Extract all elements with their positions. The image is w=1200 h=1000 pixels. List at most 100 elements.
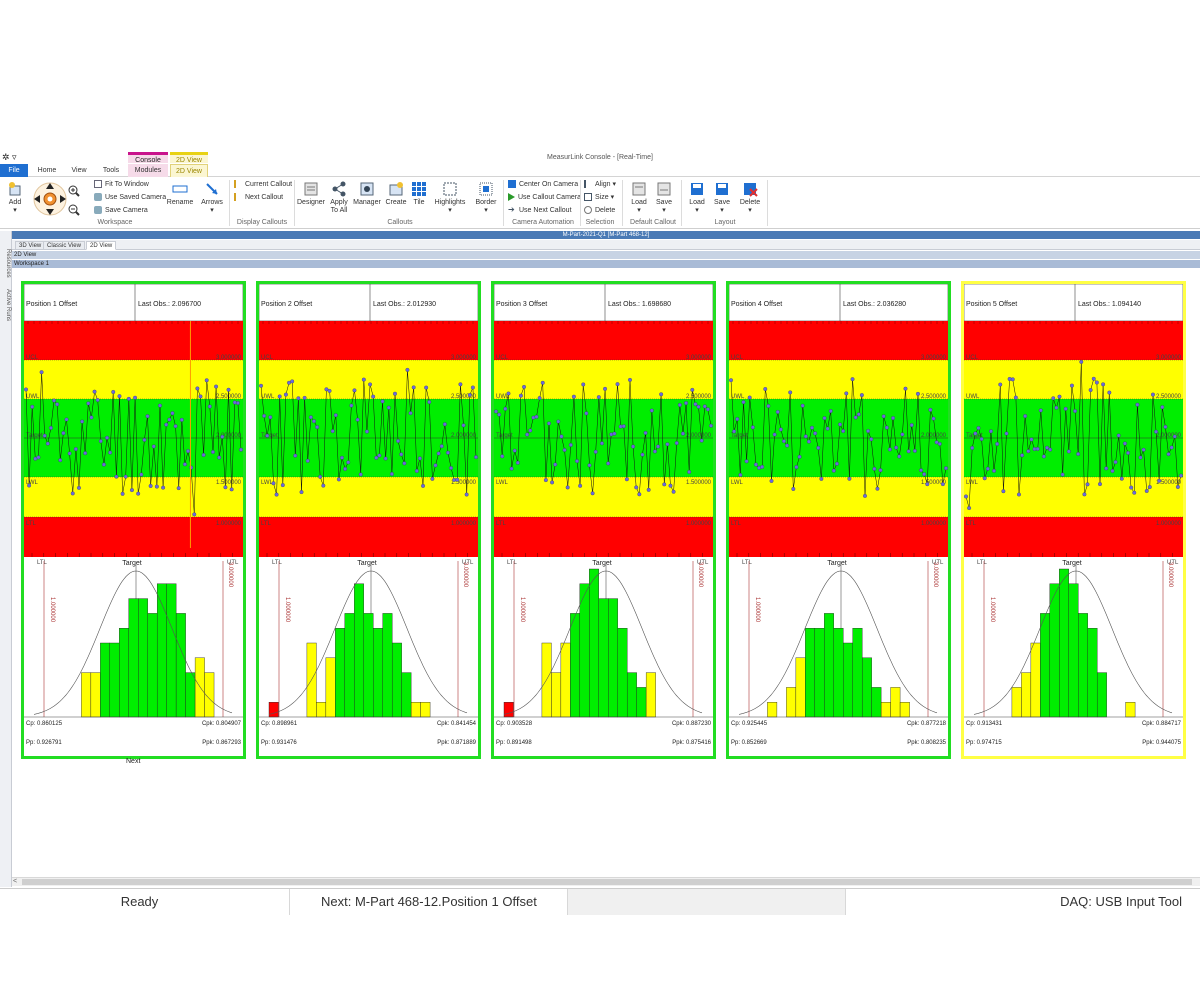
measurement-point[interactable] [364,429,369,434]
measurement-point[interactable] [709,423,713,428]
measurement-point[interactable] [114,474,119,479]
measurement-point[interactable] [136,491,141,496]
measurement-point[interactable] [1045,445,1049,450]
measurement-point[interactable] [1110,469,1115,473]
measurement-point[interactable] [1154,429,1159,434]
measurement-point[interactable] [863,493,867,498]
measurement-point[interactable] [42,433,47,438]
measurement-point[interactable] [593,449,598,454]
measurement-point[interactable] [189,465,194,470]
measurement-point[interactable] [1147,485,1152,489]
measurement-point[interactable] [195,386,200,391]
navigation-pad-icon[interactable] [32,181,68,217]
measurement-point[interactable] [283,392,288,397]
measurement-point[interactable] [988,429,993,434]
measurement-point[interactable] [912,448,917,453]
measurement-point[interactable] [361,377,366,382]
measurement-point[interactable] [1126,450,1130,455]
measurement-point[interactable] [305,458,310,463]
measurement-point[interactable] [919,468,924,473]
callout-panel-position-3[interactable]: Position 3 Offset Last Obs.: 1.698680 UCL U… [491,281,716,759]
measurement-point[interactable] [565,485,570,490]
measurement-point[interactable] [553,462,558,467]
measurement-point[interactable] [1063,406,1068,411]
measurement-point[interactable] [934,440,939,445]
measurement-point[interactable] [73,447,78,452]
measurement-point[interactable] [1169,445,1174,450]
measurement-point[interactable] [803,434,808,439]
measurement-point[interactable] [906,449,911,454]
measurement-point[interactable] [584,411,589,416]
measurement-point[interactable] [393,391,397,396]
measurement-point[interactable] [788,390,793,395]
measurement-point[interactable] [562,448,567,452]
measurement-point[interactable] [1144,489,1149,493]
measurement-point[interactable] [515,460,520,465]
measurement-point[interactable] [52,398,56,403]
measurement-point[interactable] [1157,478,1162,483]
measurement-point[interactable] [27,483,32,488]
measurement-point[interactable] [430,476,435,481]
measurement-point[interactable] [903,386,908,391]
measurement-point[interactable] [198,394,203,399]
measurement-point[interactable] [587,463,592,468]
measurement-point[interactable] [217,455,222,460]
measurement-point[interactable] [1069,383,1074,388]
measurement-point[interactable] [637,492,642,497]
measurement-point[interactable] [512,448,517,453]
measurement-point[interactable] [239,447,243,452]
measurement-point[interactable] [70,491,75,496]
measurement-point[interactable] [976,426,981,431]
measurement-point[interactable] [259,383,263,388]
designer-button[interactable]: Designer [297,181,325,207]
measurement-point[interactable] [1135,402,1140,407]
measurement-point[interactable] [92,389,97,394]
measurement-point[interactable] [702,404,707,409]
measurement-point[interactable] [108,450,113,455]
measurement-point[interactable] [747,395,752,400]
measurement-point[interactable] [992,468,996,473]
measurement-point[interactable] [1091,376,1096,381]
measurement-point[interactable] [1151,392,1155,397]
layout-delete-button[interactable]: Delete ▾ [736,181,764,215]
measurement-point[interactable] [290,379,295,384]
manager-button[interactable]: Manager [352,181,382,207]
measurement-point[interactable] [797,454,802,459]
measurement-point[interactable] [474,455,478,460]
measurement-point[interactable] [186,449,190,454]
measurement-point[interactable] [442,422,447,427]
measurement-point[interactable] [931,416,936,421]
measurement-point[interactable] [838,422,843,427]
measurement-point[interactable] [1079,359,1084,364]
measurement-point[interactable] [154,484,159,489]
measurement-point[interactable] [550,480,555,485]
measurement-point[interactable] [909,423,914,428]
measurement-point[interactable] [995,441,1000,446]
measurement-point[interactable] [30,404,35,409]
measurement-point[interactable] [769,479,774,483]
measurement-point[interactable] [887,447,892,452]
measurement-point[interactable] [503,406,508,411]
measurement-point[interactable] [1013,395,1018,400]
measurement-point[interactable] [204,378,209,383]
measurement-point[interactable] [581,382,586,387]
measurement-point[interactable] [866,429,871,433]
measurement-point[interactable] [973,431,978,436]
measurement-point[interactable] [399,452,404,457]
tab-tools[interactable]: Tools [102,167,120,174]
measurement-point[interactable] [881,414,886,419]
measurement-point[interactable] [897,454,902,459]
measurement-point[interactable] [1122,441,1127,446]
measurement-point[interactable] [170,411,175,416]
measurement-point[interactable] [810,425,814,430]
workspace-canvas[interactable]: Position 1 Offset Last Obs.: 2.096700 UCL U… [12,269,1200,877]
tab-view[interactable]: View [71,167,87,174]
measurement-point[interactable] [705,407,710,412]
measurement-point[interactable] [182,462,187,467]
measurement-point[interactable] [782,439,786,444]
measurement-point[interactable] [794,465,799,470]
tab-classic-view[interactable]: Classic View [43,241,85,250]
default-save-button[interactable]: Save ▾ [652,181,676,215]
measurement-point[interactable] [464,492,469,497]
measurement-point[interactable] [500,454,505,459]
